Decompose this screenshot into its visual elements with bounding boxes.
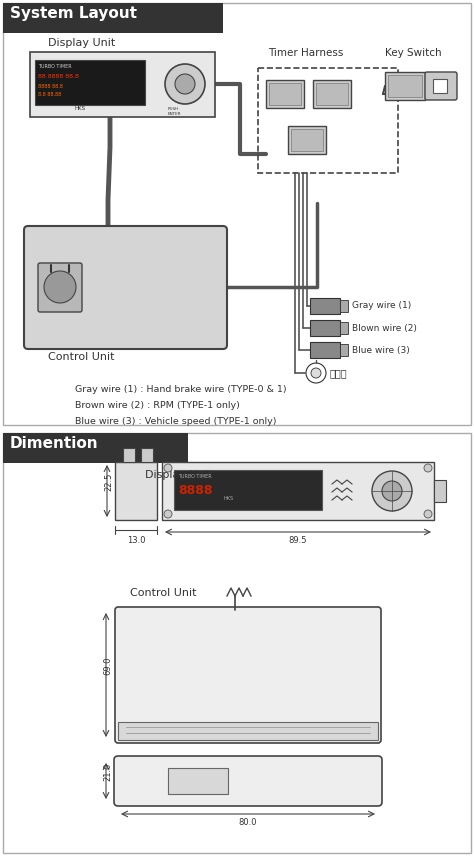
Bar [291,129,323,151]
Text: Blown wire (2): Blown wire (2) [352,324,417,332]
Bar [385,72,425,100]
Text: Brown wire (2) : RPM (TYPE-1 only): Brown wire (2) : RPM (TYPE-1 only) [75,401,240,410]
Text: アース: アース [330,368,347,378]
FancyBboxPatch shape [114,756,382,806]
Text: Display Unit: Display Unit [145,470,212,480]
Circle shape [165,64,205,104]
Text: 80.0: 80.0 [239,818,257,827]
Text: 8888: 8888 [178,484,212,497]
Text: Display Unit: Display Unit [48,38,115,48]
Bar [258,68,398,173]
Bar [340,344,348,356]
Circle shape [311,368,321,378]
Bar [340,300,348,312]
Text: Key Switch: Key Switch [385,48,442,58]
Bar [162,462,434,520]
Text: 69.0: 69.0 [103,657,112,675]
Text: 21.0: 21.0 [103,763,112,781]
Text: 13.0: 13.0 [127,536,145,545]
Circle shape [372,471,412,511]
Bar [434,480,446,502]
Text: TURBO TIMER: TURBO TIMER [178,474,211,479]
Circle shape [164,510,172,518]
Text: 8888 88.8: 8888 88.8 [38,84,63,89]
Circle shape [44,271,76,303]
Circle shape [424,464,432,472]
Text: Blue wire (3): Blue wire (3) [352,346,410,354]
Text: Gray wire (1) : Hand brake wire (TYPE-0 & 1): Gray wire (1) : Hand brake wire (TYPE-0 … [75,385,287,394]
Text: Blue wire (3) : Vehicle speed (TYPE-1 only): Blue wire (3) : Vehicle speed (TYPE-1 on… [75,417,276,426]
Text: 8.8 88.88: 8.8 88.88 [38,92,61,97]
Bar [30,52,215,117]
Bar [3,3,223,33]
Text: System Layout: System Layout [10,6,137,21]
Text: 89.5: 89.5 [289,536,307,545]
Bar [310,320,340,336]
Bar [141,448,153,462]
Circle shape [424,510,432,518]
Circle shape [175,74,195,94]
Text: 88 8888 88.8: 88 8888 88.8 [38,74,79,79]
Bar [168,768,228,794]
Circle shape [382,481,402,501]
Bar [340,322,348,334]
Circle shape [306,363,326,383]
Bar [313,80,351,108]
Bar [118,722,378,740]
Circle shape [164,464,172,472]
Bar [3,433,188,463]
Text: 22.5: 22.5 [104,473,113,491]
FancyBboxPatch shape [115,607,381,743]
Bar [433,79,447,93]
Text: Gray wire (1): Gray wire (1) [352,301,411,311]
FancyBboxPatch shape [38,263,82,312]
Bar [269,83,301,105]
Text: HKS: HKS [74,106,86,111]
Bar [3,3,471,425]
Bar [123,448,135,462]
Bar [3,433,471,853]
Text: Control Unit: Control Unit [48,352,115,362]
Bar [115,462,157,520]
Bar [310,342,340,358]
Text: TURBO TIMER: TURBO TIMER [38,64,72,69]
Bar [35,60,145,105]
Bar [288,126,326,154]
FancyBboxPatch shape [24,226,227,349]
Text: Timer Harness: Timer Harness [268,48,343,58]
Bar [310,298,340,314]
Bar [174,470,322,510]
Text: PUSH
ENTER: PUSH ENTER [168,107,182,116]
Bar [266,80,304,108]
Text: HKS: HKS [224,496,234,501]
Bar [388,75,422,97]
Text: Control Unit: Control Unit [130,588,197,598]
FancyBboxPatch shape [425,72,457,100]
Text: Dimention: Dimention [10,436,99,451]
Bar [316,83,348,105]
